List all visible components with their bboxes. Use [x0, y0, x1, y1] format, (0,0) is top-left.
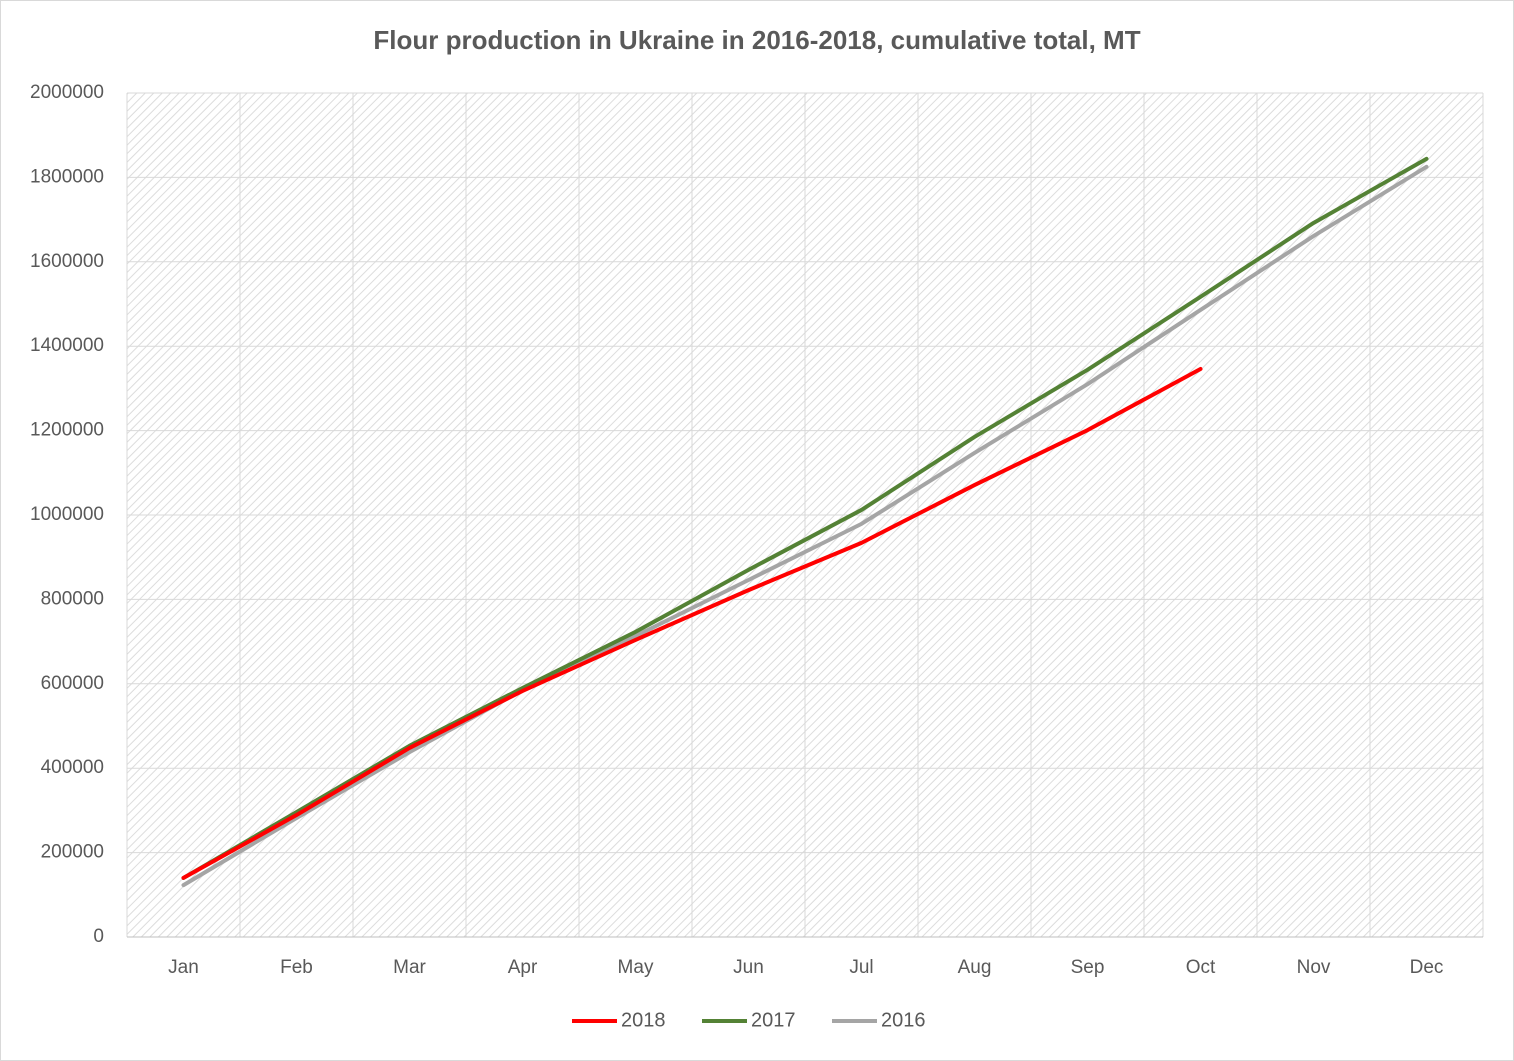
- series-line: [181, 164, 1429, 888]
- x-tick-label: Dec: [1410, 957, 1444, 978]
- x-tick-label: Aug: [958, 957, 992, 978]
- x-tick-label: Apr: [508, 957, 538, 978]
- x-tick-label: Oct: [1186, 957, 1216, 978]
- y-tick-label: 1600000: [30, 251, 104, 272]
- x-tick-label: May: [618, 957, 654, 978]
- y-tick-label: 200000: [41, 842, 104, 863]
- x-tick-label: Nov: [1297, 957, 1331, 978]
- y-tick-label: 600000: [41, 673, 104, 694]
- chart-title: Flour production in Ukraine in 2016-2018…: [373, 25, 1140, 55]
- y-tick-label: 1000000: [30, 504, 104, 525]
- y-tick-label: 2000000: [30, 82, 104, 103]
- y-tick-label: 400000: [41, 757, 104, 778]
- x-tick-label: Jul: [849, 957, 873, 978]
- series-line: [181, 366, 1203, 880]
- y-tick-label: 1400000: [30, 335, 104, 356]
- y-tick-label: 1800000: [30, 166, 104, 187]
- y-tick-label: 1200000: [30, 420, 104, 441]
- legend-label: 2016: [881, 1009, 926, 1031]
- x-tick-label: Jan: [168, 957, 199, 978]
- x-tick-label: Jun: [733, 957, 764, 978]
- legend-label: 2017: [751, 1009, 796, 1031]
- x-tick-label: Sep: [1071, 957, 1105, 978]
- x-tick-label: Feb: [280, 957, 313, 978]
- x-tick-label: Mar: [393, 957, 426, 978]
- legend-label: 2018: [621, 1009, 666, 1031]
- y-tick-label: 0: [93, 926, 104, 947]
- y-tick-label: 800000: [41, 588, 104, 609]
